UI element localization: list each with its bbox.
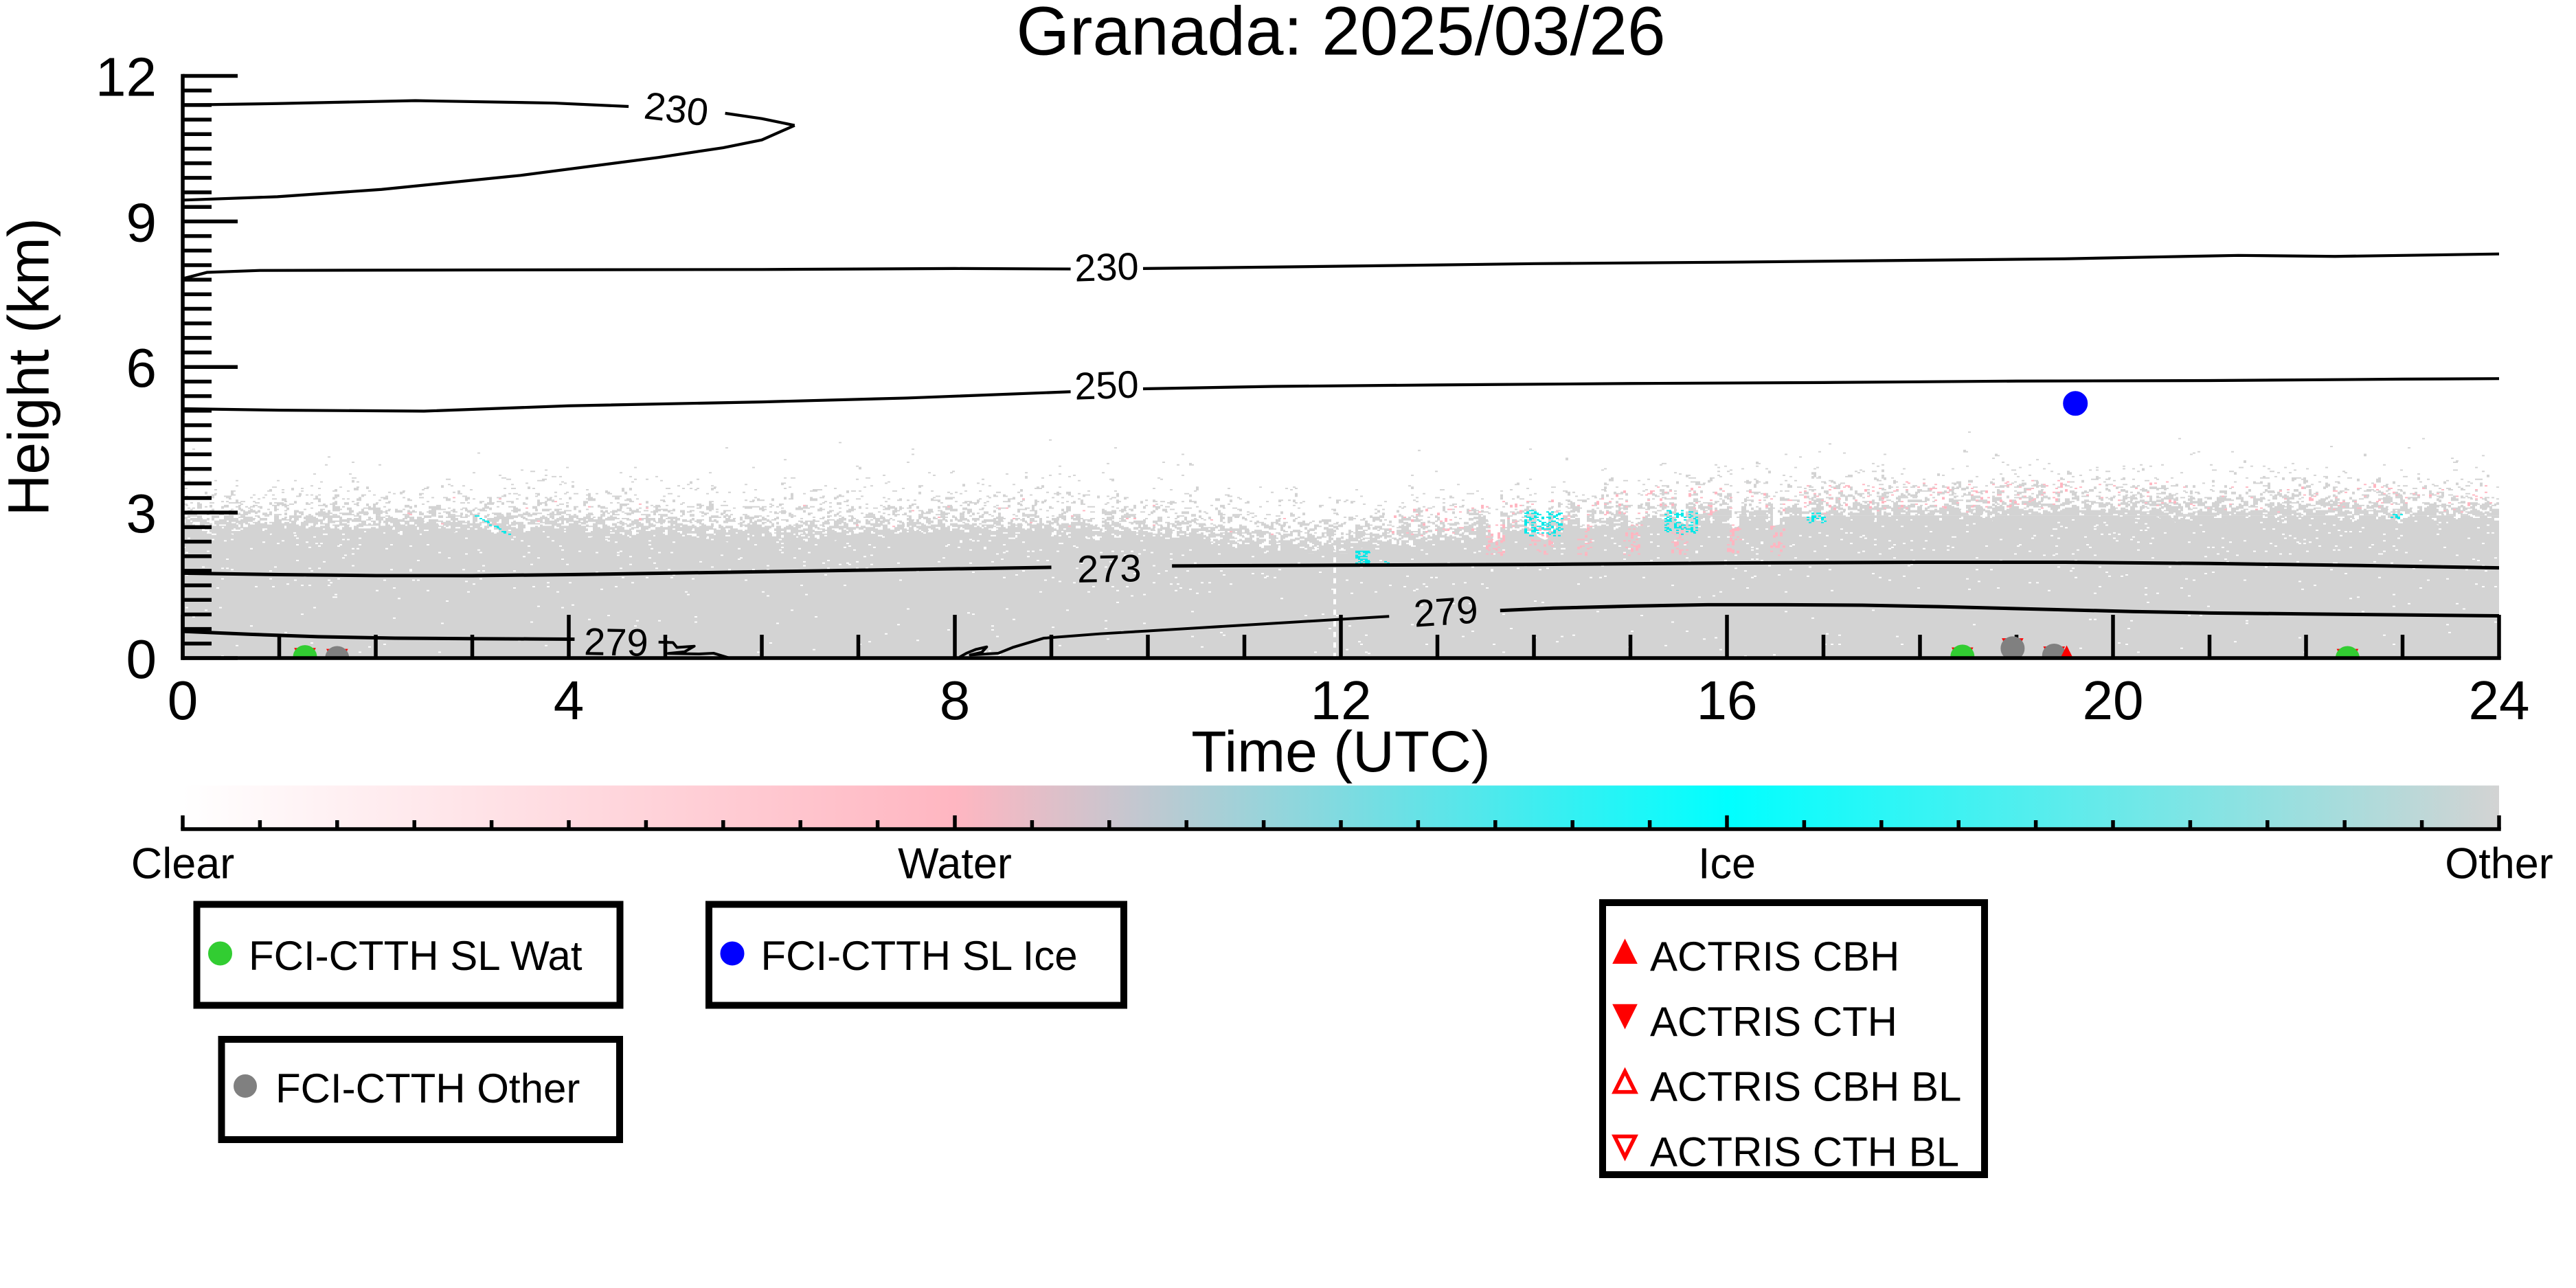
- svg-text:230: 230: [642, 84, 710, 135]
- svg-text:Water: Water: [898, 840, 1012, 888]
- svg-text:279: 279: [584, 620, 649, 664]
- svg-text:ACTRIS CBH BL: ACTRIS CBH BL: [1650, 1064, 1961, 1110]
- svg-text:FCI-CTTH SL Ice: FCI-CTTH SL Ice: [761, 933, 1078, 979]
- svg-text:12: 12: [1311, 670, 1372, 731]
- svg-text:0: 0: [168, 670, 199, 731]
- svg-text:279: 279: [1412, 587, 1480, 635]
- svg-text:FCI-CTTH Other: FCI-CTTH Other: [275, 1065, 580, 1111]
- svg-text:24: 24: [2469, 670, 2530, 731]
- svg-text:230: 230: [1074, 245, 1140, 290]
- svg-text:9: 9: [126, 192, 157, 253]
- svg-text:Time (UTC): Time (UTC): [1191, 719, 1490, 784]
- svg-text:6: 6: [126, 337, 157, 398]
- svg-text:Granada: 2025/03/26: Granada: 2025/03/26: [1016, 0, 1665, 70]
- svg-text:4: 4: [554, 670, 585, 731]
- svg-text:0: 0: [126, 629, 157, 690]
- svg-text:ACTRIS CTH: ACTRIS CTH: [1650, 999, 1897, 1045]
- svg-text:3: 3: [126, 483, 157, 544]
- svg-text:ACTRIS CBH: ACTRIS CBH: [1650, 934, 1899, 980]
- svg-text:250: 250: [1074, 362, 1140, 407]
- svg-text:16: 16: [1697, 670, 1758, 731]
- svg-text:ACTRIS CTH BL: ACTRIS CTH BL: [1650, 1129, 1959, 1175]
- svg-text:12: 12: [95, 46, 157, 107]
- svg-text:273: 273: [1076, 546, 1142, 591]
- svg-text:20: 20: [2083, 670, 2144, 731]
- svg-text:Height (km): Height (km): [0, 218, 61, 516]
- svg-text:Ice: Ice: [1698, 840, 1756, 888]
- svg-text:Clear: Clear: [131, 840, 235, 888]
- svg-text:FCI-CTTH SL Wat: FCI-CTTH SL Wat: [249, 933, 583, 979]
- svg-text:Other: Other: [2445, 840, 2553, 888]
- svg-text:8: 8: [940, 670, 971, 731]
